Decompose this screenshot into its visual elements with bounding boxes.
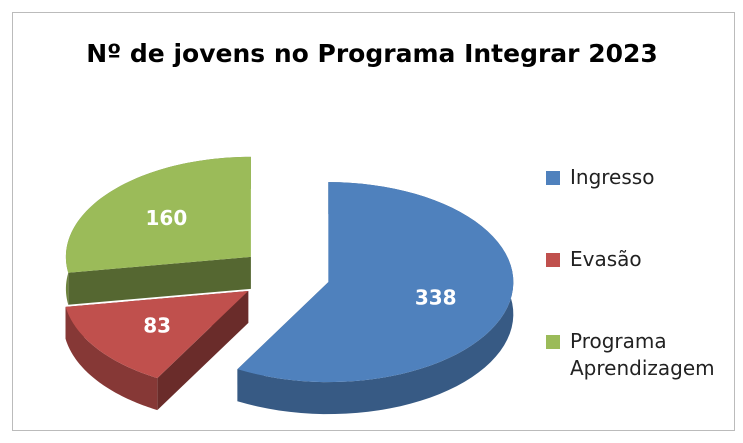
slice-wall (237, 182, 514, 415)
slice-top (65, 156, 251, 273)
legend: Ingresso Evasão Programa Aprendizagem (546, 164, 726, 410)
legend-label: Ingresso (570, 165, 655, 189)
pie-slice (65, 156, 251, 305)
legend-label: Evasão (570, 247, 642, 271)
slice-side (68, 256, 251, 305)
slice-top (65, 291, 249, 379)
slice-top (237, 182, 514, 383)
legend-swatch (546, 171, 560, 185)
pie-slice (65, 291, 249, 411)
chart-title: Nº de jovens no Programa Integrar 2023 (86, 39, 658, 68)
legend-item: Evasão (546, 246, 726, 328)
legend-swatch (546, 335, 560, 349)
legend-label: Programa Aprendizagem (570, 329, 715, 380)
legend-item: Ingresso (546, 164, 726, 246)
legend-swatch (546, 253, 560, 267)
pie: 338 83 160 (65, 156, 514, 415)
legend-item: Programa Aprendizagem (546, 328, 726, 410)
slice-wall (65, 306, 158, 411)
value-label: 160 (146, 206, 188, 230)
value-label: 338 (415, 285, 457, 309)
value-label: 83 (143, 313, 171, 337)
pie-slice (237, 182, 514, 415)
